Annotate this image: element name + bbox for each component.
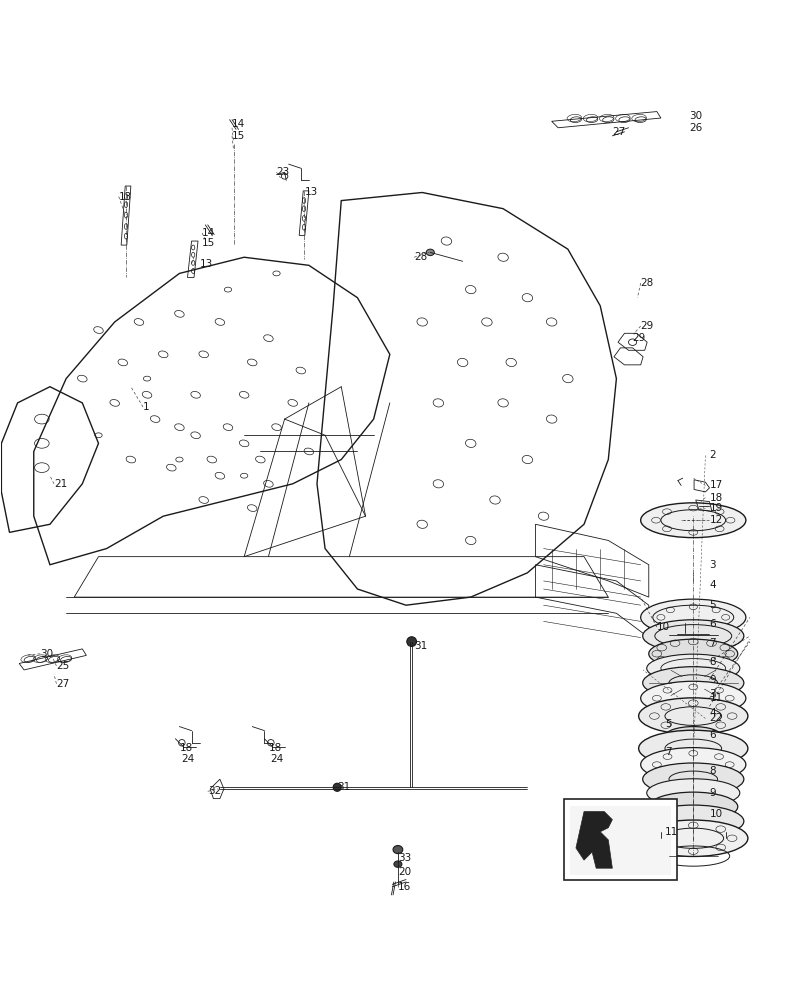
Ellipse shape [640,599,745,636]
Text: 29: 29 [640,321,653,331]
Text: 11: 11 [709,693,722,703]
Text: 33: 33 [397,853,410,863]
Text: 5: 5 [709,600,715,610]
Ellipse shape [648,792,737,821]
Text: 26: 26 [689,123,702,133]
Text: 30: 30 [41,649,54,659]
Ellipse shape [426,249,434,256]
Text: 13: 13 [118,192,132,202]
Ellipse shape [638,820,747,856]
Ellipse shape [393,846,402,854]
Text: 22: 22 [709,713,722,723]
Text: 3: 3 [709,560,715,570]
Text: 17: 17 [709,480,722,490]
Ellipse shape [640,503,745,538]
Text: 7: 7 [664,747,671,757]
FancyBboxPatch shape [563,799,676,880]
Text: 8: 8 [709,657,715,667]
Text: 24: 24 [181,754,194,764]
Text: 31: 31 [414,641,427,651]
Ellipse shape [640,748,745,782]
Text: 15: 15 [232,131,245,141]
Text: 14: 14 [232,119,245,129]
Ellipse shape [638,730,747,767]
Polygon shape [575,812,611,868]
Text: 13: 13 [304,187,318,197]
Text: 21: 21 [54,479,67,489]
Text: 4: 4 [709,708,715,718]
Text: 28: 28 [640,278,653,288]
FancyBboxPatch shape [569,806,670,875]
Text: 9: 9 [709,788,715,798]
Ellipse shape [406,637,416,646]
Text: 27: 27 [56,679,70,689]
Text: 28: 28 [414,252,427,262]
Text: 25: 25 [56,661,70,671]
Text: 13: 13 [200,259,212,269]
Ellipse shape [333,783,341,791]
Text: 10: 10 [709,809,722,819]
Ellipse shape [646,779,739,807]
Text: 18: 18 [709,493,722,503]
Ellipse shape [638,698,747,734]
Text: 1: 1 [143,402,149,412]
Text: 5: 5 [664,719,671,729]
Text: 32: 32 [208,786,221,796]
Ellipse shape [668,735,717,751]
Ellipse shape [642,805,743,837]
Ellipse shape [640,681,745,715]
Text: 11: 11 [664,827,677,837]
Text: 10: 10 [656,622,669,632]
Ellipse shape [642,763,743,795]
Text: 27: 27 [611,127,624,137]
Text: 19: 19 [709,503,722,513]
Text: 6: 6 [709,619,715,629]
Text: 9: 9 [709,675,715,685]
Text: 18: 18 [268,743,281,753]
Ellipse shape [393,861,401,867]
Text: 4: 4 [709,580,715,590]
Text: 6: 6 [709,730,715,740]
Text: 31: 31 [337,782,350,792]
Ellipse shape [642,667,743,699]
Text: 24: 24 [270,754,283,764]
Text: 18: 18 [179,743,192,753]
Text: 8: 8 [709,766,715,776]
Ellipse shape [664,727,721,746]
Text: 30: 30 [689,111,702,121]
Text: 15: 15 [202,238,215,248]
Text: 2: 2 [709,450,715,460]
Text: 20: 20 [397,867,410,877]
Text: 29: 29 [632,333,645,343]
Text: 12: 12 [709,515,722,525]
Ellipse shape [648,639,737,668]
Text: 23: 23 [277,167,290,177]
Text: 16: 16 [397,882,410,892]
Text: 14: 14 [202,228,215,238]
Text: 7: 7 [709,638,715,648]
Ellipse shape [646,654,739,682]
Ellipse shape [642,620,743,652]
Text: 3: 3 [709,689,715,699]
Ellipse shape [664,740,721,759]
